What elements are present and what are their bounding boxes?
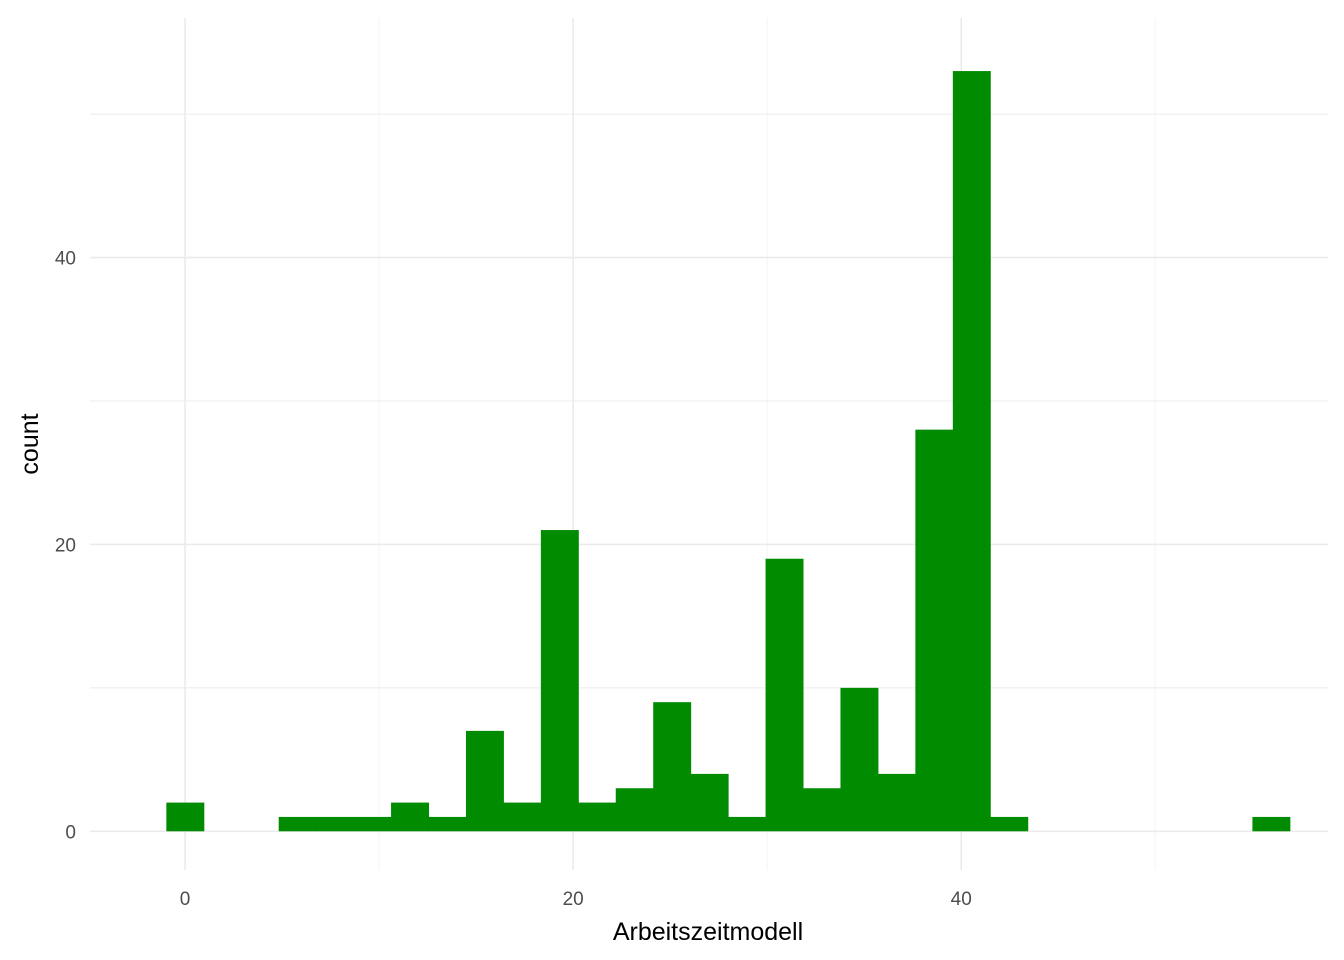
grid-major [90,18,1328,870]
histogram-bar [653,702,692,832]
grid-minor [90,18,1328,870]
histogram-bar [316,816,355,832]
histogram-bar [540,530,579,832]
histogram-bar [765,558,804,832]
x-tick-label: 40 [951,889,972,910]
histogram-bar [578,802,617,832]
histogram-bar [428,816,467,832]
histogram-bar [166,802,205,832]
histogram-bar [465,730,504,832]
y-axis-title: count [16,413,44,474]
x-axis-title: Arbeitszeitmodell [613,918,803,946]
histogram-bar [391,802,430,832]
y-tick-label: 20 [55,535,76,556]
histogram-bar [503,802,542,832]
x-tick-label: 0 [180,889,191,910]
histogram-bar [952,71,991,832]
histogram-bar [728,816,767,832]
histogram-bar [690,773,729,832]
y-axis-tick-labels: 0 20 40 [55,249,76,844]
y-tick-label: 0 [65,822,76,843]
histogram-bar [1252,816,1291,832]
bars [166,71,1291,832]
x-axis-tick-labels: 0 20 40 [180,889,972,910]
histogram-bar [353,816,392,832]
x-tick-label: 20 [563,889,584,910]
histogram-bar [615,788,654,832]
histogram-bar [803,788,841,832]
histogram-bar [915,429,954,832]
histogram-bar [840,687,879,832]
histogram-bar [877,773,916,832]
histogram-bar [990,816,1029,832]
histogram-bar [278,816,317,832]
y-tick-label: 40 [55,249,76,270]
